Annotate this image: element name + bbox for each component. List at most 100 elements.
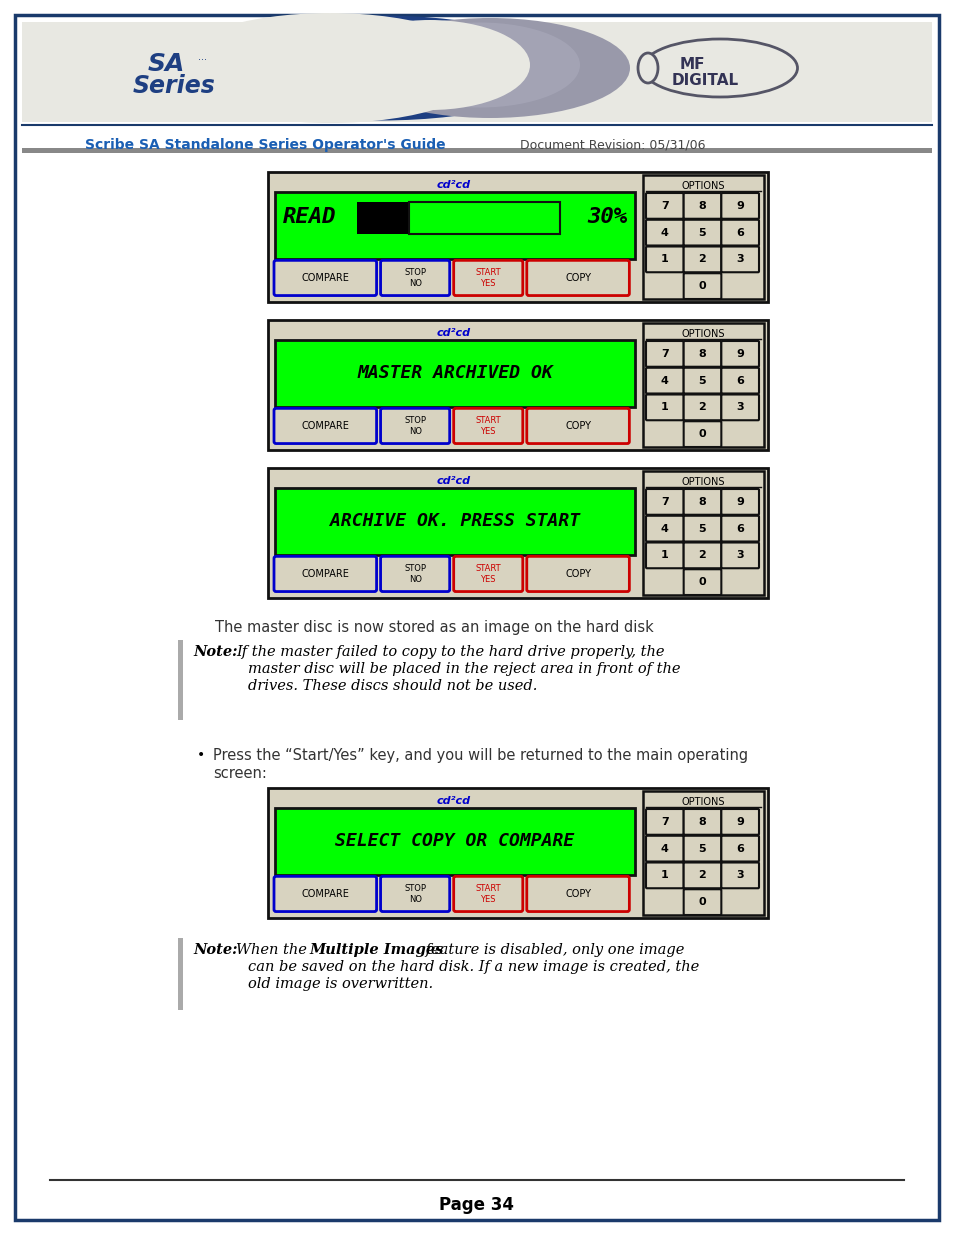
FancyBboxPatch shape bbox=[683, 809, 720, 835]
Text: MF: MF bbox=[679, 57, 705, 72]
FancyBboxPatch shape bbox=[526, 556, 629, 592]
Text: DIGITAL: DIGITAL bbox=[671, 73, 739, 88]
Text: MASTER ARCHIVED OK: MASTER ARCHIVED OK bbox=[356, 364, 553, 383]
Text: YES: YES bbox=[480, 576, 496, 584]
Bar bbox=[268, 172, 767, 303]
Text: COMPARE: COMPARE bbox=[301, 889, 349, 899]
FancyBboxPatch shape bbox=[683, 273, 720, 299]
FancyBboxPatch shape bbox=[683, 421, 720, 447]
FancyBboxPatch shape bbox=[645, 368, 683, 394]
FancyBboxPatch shape bbox=[683, 341, 720, 367]
Text: YES: YES bbox=[480, 895, 496, 904]
FancyBboxPatch shape bbox=[380, 556, 449, 592]
Text: 9: 9 bbox=[736, 348, 743, 359]
Text: Multiple Images: Multiple Images bbox=[309, 944, 443, 957]
Text: 9: 9 bbox=[736, 201, 743, 211]
FancyBboxPatch shape bbox=[454, 261, 522, 295]
Text: COPY: COPY bbox=[564, 421, 591, 431]
Bar bbox=[274, 191, 635, 259]
FancyBboxPatch shape bbox=[526, 877, 629, 911]
Text: START: START bbox=[475, 416, 500, 425]
FancyBboxPatch shape bbox=[683, 836, 720, 862]
Bar bbox=[409, 203, 559, 235]
FancyBboxPatch shape bbox=[645, 542, 683, 568]
FancyBboxPatch shape bbox=[526, 409, 629, 443]
FancyBboxPatch shape bbox=[720, 489, 759, 515]
FancyBboxPatch shape bbox=[645, 247, 683, 272]
FancyBboxPatch shape bbox=[274, 877, 376, 911]
Text: If the master failed to copy to the hard drive properly, the: If the master failed to copy to the hard… bbox=[235, 645, 664, 659]
Text: 3: 3 bbox=[736, 254, 743, 264]
Text: screen:: screen: bbox=[213, 766, 267, 781]
FancyBboxPatch shape bbox=[720, 516, 759, 541]
FancyBboxPatch shape bbox=[683, 193, 720, 219]
FancyBboxPatch shape bbox=[683, 542, 720, 568]
FancyBboxPatch shape bbox=[15, 15, 938, 1220]
Text: 7: 7 bbox=[660, 816, 668, 827]
Bar bbox=[642, 790, 763, 915]
Text: 0: 0 bbox=[698, 897, 705, 908]
Ellipse shape bbox=[379, 22, 579, 107]
Text: 4: 4 bbox=[660, 375, 668, 385]
FancyBboxPatch shape bbox=[683, 220, 720, 246]
Bar bbox=[268, 468, 767, 598]
Text: feature is disabled, only one image: feature is disabled, only one image bbox=[420, 944, 683, 957]
Text: NO: NO bbox=[408, 576, 421, 584]
FancyBboxPatch shape bbox=[645, 489, 683, 515]
FancyBboxPatch shape bbox=[380, 409, 449, 443]
FancyBboxPatch shape bbox=[720, 193, 759, 219]
FancyBboxPatch shape bbox=[645, 836, 683, 862]
Bar bbox=[178, 939, 183, 1010]
Text: 8: 8 bbox=[698, 201, 705, 211]
Text: 9: 9 bbox=[736, 496, 743, 506]
Text: drives. These discs should not be used.: drives. These discs should not be used. bbox=[248, 679, 537, 693]
FancyBboxPatch shape bbox=[454, 877, 522, 911]
Text: COPY: COPY bbox=[564, 569, 591, 579]
FancyBboxPatch shape bbox=[720, 368, 759, 394]
FancyBboxPatch shape bbox=[274, 556, 376, 592]
Text: STOP: STOP bbox=[404, 564, 426, 573]
Text: COMPARE: COMPARE bbox=[301, 273, 349, 283]
FancyBboxPatch shape bbox=[683, 368, 720, 394]
Bar bbox=[274, 488, 635, 555]
Text: ···: ··· bbox=[198, 56, 207, 65]
FancyBboxPatch shape bbox=[645, 394, 683, 420]
Text: YES: YES bbox=[480, 279, 496, 288]
FancyBboxPatch shape bbox=[526, 261, 629, 295]
Text: When the: When the bbox=[235, 944, 312, 957]
Text: old image is overwritten.: old image is overwritten. bbox=[248, 977, 433, 990]
Text: STOP: STOP bbox=[404, 416, 426, 425]
Text: OPTIONS: OPTIONS bbox=[681, 797, 724, 806]
Text: 8: 8 bbox=[698, 816, 705, 827]
Text: The master disc is now stored as an image on the hard disk: The master disc is now stored as an imag… bbox=[214, 620, 653, 635]
Text: OPTIONS: OPTIONS bbox=[681, 477, 724, 487]
Text: 1: 1 bbox=[660, 551, 668, 561]
FancyBboxPatch shape bbox=[683, 862, 720, 888]
Text: YES: YES bbox=[480, 427, 496, 436]
FancyBboxPatch shape bbox=[683, 247, 720, 272]
Text: 7: 7 bbox=[660, 201, 668, 211]
Text: 8: 8 bbox=[698, 348, 705, 359]
Text: 1: 1 bbox=[660, 871, 668, 881]
Text: 2: 2 bbox=[698, 551, 705, 561]
Text: cd²cd: cd²cd bbox=[436, 180, 471, 190]
Text: COPY: COPY bbox=[564, 273, 591, 283]
Text: COMPARE: COMPARE bbox=[301, 569, 349, 579]
FancyBboxPatch shape bbox=[683, 516, 720, 541]
FancyBboxPatch shape bbox=[645, 809, 683, 835]
Text: cd²cd: cd²cd bbox=[436, 797, 471, 806]
FancyBboxPatch shape bbox=[380, 261, 449, 295]
Text: can be saved on the hard disk. If a new image is created, the: can be saved on the hard disk. If a new … bbox=[248, 960, 699, 974]
Text: START: START bbox=[475, 268, 500, 277]
FancyBboxPatch shape bbox=[683, 489, 720, 515]
Ellipse shape bbox=[638, 53, 658, 83]
FancyBboxPatch shape bbox=[720, 341, 759, 367]
Ellipse shape bbox=[170, 14, 490, 124]
FancyBboxPatch shape bbox=[683, 394, 720, 420]
Text: Note:: Note: bbox=[193, 645, 237, 659]
Text: 0: 0 bbox=[698, 429, 705, 440]
Text: 5: 5 bbox=[698, 375, 705, 385]
Text: Press the “Start/Yes” key, and you will be returned to the main operating: Press the “Start/Yes” key, and you will … bbox=[213, 748, 747, 763]
Ellipse shape bbox=[330, 20, 530, 110]
Text: START: START bbox=[475, 564, 500, 573]
